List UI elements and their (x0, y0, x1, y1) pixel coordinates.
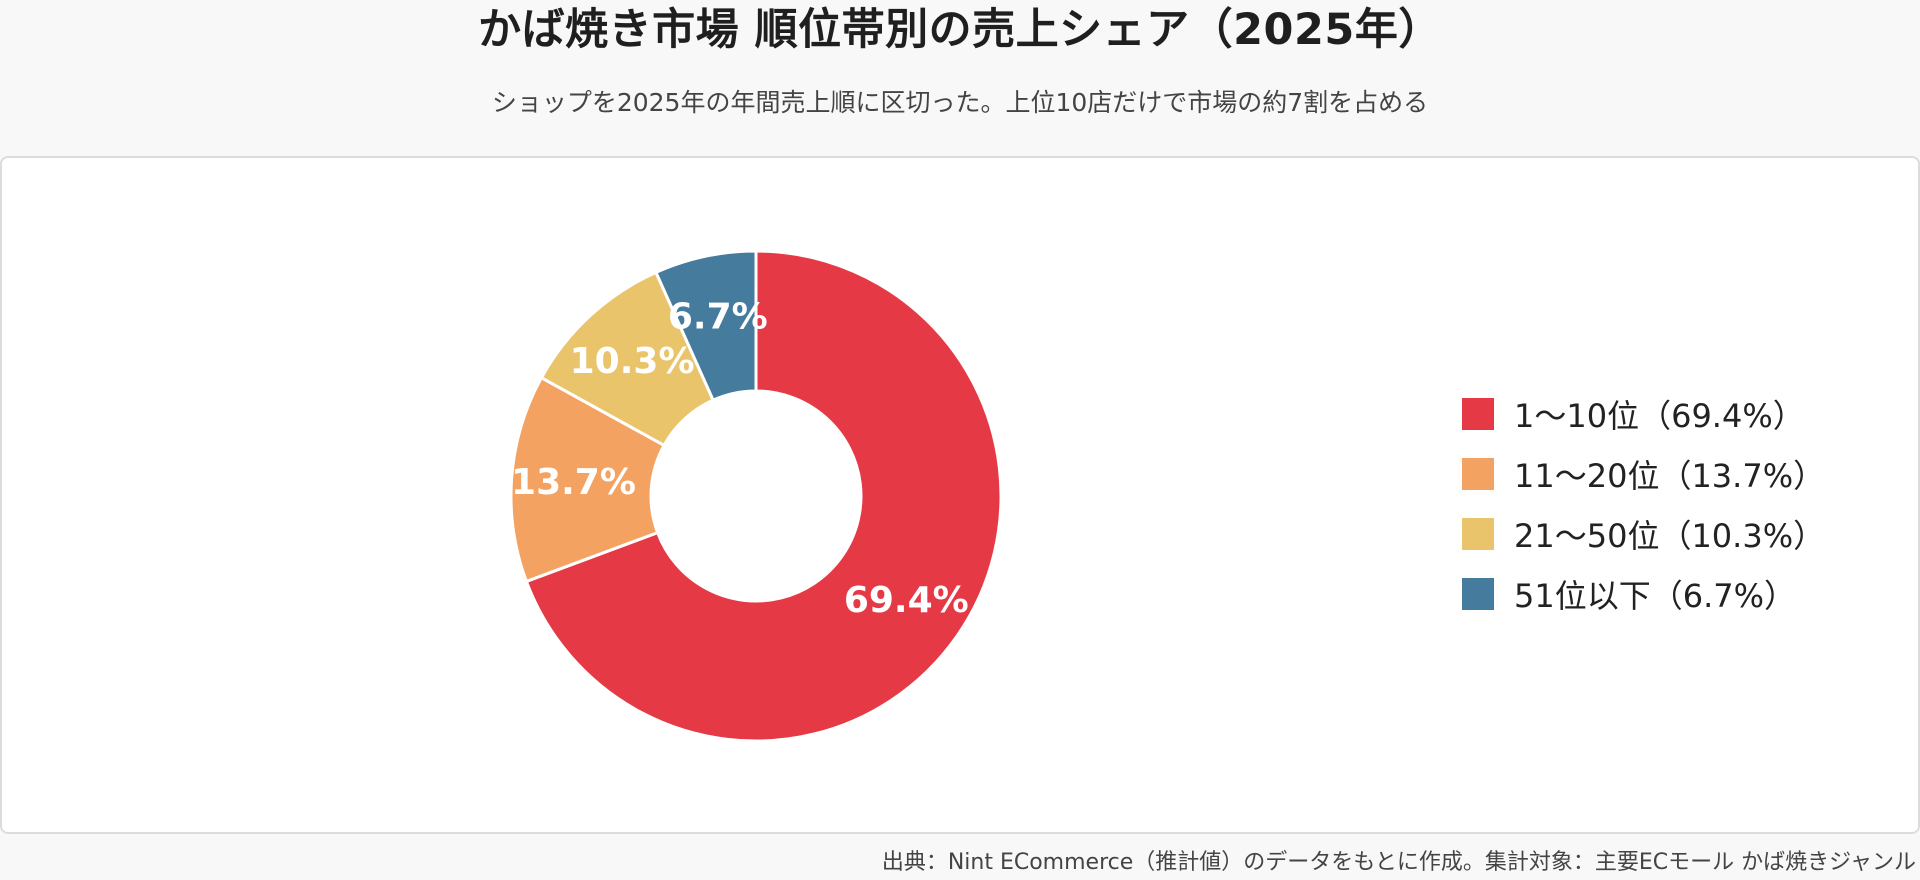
legend-swatch (1462, 518, 1494, 550)
slice-rank-51-plus (653, 249, 758, 403)
chart-legend: 1〜10位（69.4%） 11〜20位（13.7%） 21〜50位（10.3%） 51… (1462, 384, 1825, 624)
slice-rank-11-20 (509, 375, 667, 584)
slice-label-rank-21-50: 10.3% (570, 341, 695, 382)
legend-item-rank-51-plus: 51位以下（6.7%） (1462, 564, 1825, 624)
slice-label-rank-11-20: 13.7% (511, 462, 636, 503)
legend-swatch (1462, 578, 1494, 610)
legend-label: 11〜20位（13.7%） (1514, 457, 1826, 495)
legend-swatch (1462, 398, 1494, 430)
slice-rank-1-10 (524, 249, 1003, 743)
slice-rank-21-50 (539, 270, 716, 448)
source-note: 出典：Nint ECommerce（推計値）のデータをもとに作成。集計対象：主要… (881, 850, 1916, 875)
legend-label: 1〜10位（69.4%） (1514, 397, 1805, 435)
legend-item-rank-1-10: 1〜10位（69.4%） (1462, 384, 1825, 444)
chart-title: かば焼き市場 順位帯別の売上シェア（2025年） (478, 5, 1442, 55)
chart-subtitle: ショップを2025年の年間売上順に区切った。上位10店だけで市場の約7割を占める (491, 88, 1429, 117)
legend-item-rank-21-50: 21〜50位（10.3%） (1462, 504, 1825, 564)
legend-swatch (1462, 458, 1494, 490)
chart-card: 69.4% 13.7% 10.3% 6.7% 1〜10位（69.4%） 11〜20位（1… (0, 156, 1920, 834)
legend-label: 51位以下（6.7%） (1514, 577, 1797, 615)
slice-label-rank-51-plus: 6.7% (668, 297, 768, 338)
legend-label: 21〜50位（10.3%） (1514, 517, 1826, 555)
donut-chart: 69.4% 13.7% 10.3%6.7% (509, 249, 1003, 743)
slice-label-rank-1-10: 69.4% (844, 580, 969, 621)
legend-item-rank-11-20: 11〜20位（13.7%） (1462, 444, 1825, 504)
